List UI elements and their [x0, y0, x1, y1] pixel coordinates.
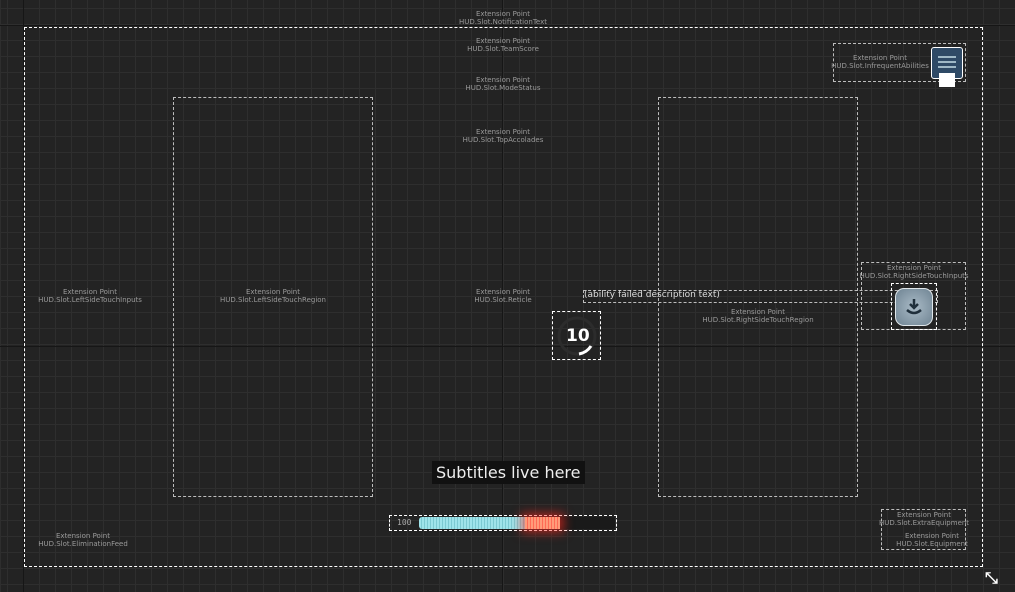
slot-infrequent: Extension Point HUD.Slot.InfrequentAbilit…: [831, 54, 929, 70]
reticle-box: [552, 311, 601, 360]
health-bar-danger: [524, 517, 561, 529]
slot-equipment: Extension Point HUD.Slot.Equipment: [896, 532, 968, 548]
resize-handle-icon[interactable]: ⤡: [985, 568, 998, 587]
health-value: 100: [397, 518, 412, 527]
menu-badge: [939, 73, 955, 87]
ability-failed-box: [583, 290, 938, 303]
reticle-ammo-count: 10: [566, 326, 590, 346]
slot-left-touch-inputs: Extension Point HUD.Slot.LeftSideTouchInp…: [38, 288, 142, 304]
slot-extra-equipment: Extension Point HUD.Slot.ExtraEquipment: [878, 511, 970, 527]
ability-failed-text: (ability failed description text): [584, 290, 720, 300]
equipment-slot: [881, 509, 966, 550]
health-bar-frame: [389, 515, 617, 531]
slot-right-touch-region: Extension Point HUD.Slot.RightSideTouchRe…: [702, 308, 814, 324]
subtitles: Subtitles live here: [432, 461, 585, 484]
hud-canvas: [24, 27, 983, 567]
slot-right-touch-inputs: Extension Point HUD.Slot.RightSideTouchIn…: [859, 264, 969, 280]
slot-reticle: Extension Point HUD.Slot.Reticle: [474, 288, 532, 304]
action-button-frame: [891, 283, 937, 330]
slot-notification: Extension Point HUD.Slot.NotificationText: [459, 10, 547, 26]
slot-top-accolades: Extension Point HUD.Slot.TopAccolades: [462, 128, 544, 144]
slot-left-touch-region: Extension Point HUD.Slot.LeftSideTouchReg…: [219, 288, 327, 304]
download-icon: [906, 299, 922, 315]
health-bar-track: [419, 517, 615, 529]
slot-mode-status: Extension Point HUD.Slot.ModeStatus: [465, 76, 541, 92]
left-touch-region: [173, 97, 373, 497]
menu-icon: [938, 56, 956, 69]
slot-elimination-feed: Extension Point HUD.Slot.EliminationFeed: [38, 532, 128, 548]
right-touch-region: [658, 97, 858, 497]
reticle-ring: [557, 316, 597, 356]
infrequent-abilities-slot: [833, 43, 966, 82]
slot-team-score: Extension Point HUD.Slot.TeamScore: [467, 37, 539, 53]
action-button[interactable]: [895, 288, 933, 326]
